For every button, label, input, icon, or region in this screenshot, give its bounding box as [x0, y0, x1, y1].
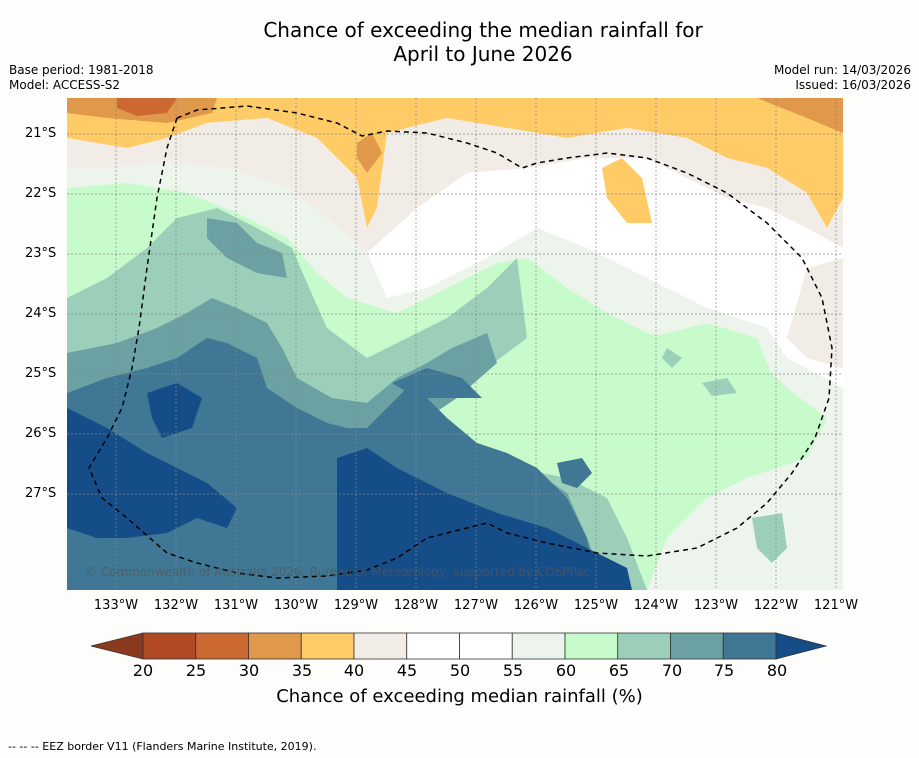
graticule — [67, 98, 843, 590]
region-30-35-spot — [357, 133, 382, 173]
lon-label-126w: 126°W — [513, 598, 559, 613]
lat-label-25s: 25°S — [25, 366, 57, 381]
lat-label-27s: 27°S — [25, 486, 57, 501]
region-25-30-north — [117, 98, 177, 116]
colorbar-segment — [406, 632, 460, 660]
region-70-75-center — [207, 218, 287, 278]
region-35-40-north — [67, 98, 843, 228]
meta-right: Model run: 14/03/2026 Issued: 16/03/2026 — [774, 63, 911, 93]
region-60-65-east — [647, 323, 777, 418]
colorbar-segment — [511, 632, 566, 660]
lon-label-122w: 122°W — [753, 598, 799, 613]
lon-label-133w: 133°W — [93, 598, 139, 613]
title-line-2: April to June 2026 — [393, 42, 573, 66]
colorbar-tick-70: 70 — [661, 661, 683, 680]
region-65-70-east — [662, 348, 787, 563]
region-40-45-band — [67, 118, 843, 253]
lat-label-24s: 24°S — [25, 306, 57, 321]
colorbar-arrow-low — [90, 632, 144, 660]
colorbar-segment — [670, 632, 724, 660]
colorbar-segment — [459, 632, 513, 660]
lat-label-21s: 21°S — [25, 126, 57, 141]
meta-left: Base period: 1981-2018 Model: ACCESS-S2 — [9, 63, 154, 93]
colorbar-tick-40: 40 — [343, 661, 365, 680]
base-period: Base period: 1981-2018 — [9, 63, 154, 77]
region-75-80-center — [392, 368, 592, 488]
lon-label-125w: 125°W — [573, 598, 619, 613]
region-40-45-east — [787, 258, 843, 368]
colorbar-segment — [353, 632, 408, 660]
map-area — [67, 98, 843, 590]
lon-label-127w: 127°W — [453, 598, 499, 613]
colorbar-tick-20: 20 — [132, 661, 154, 680]
colorbar-tick-30: 30 — [238, 661, 260, 680]
colorbar-segment — [722, 632, 777, 660]
lat-label-22s: 22°S — [25, 186, 57, 201]
colorbar-arrow-high — [775, 632, 828, 660]
title-line-1: Chance of exceeding the median rainfall … — [263, 18, 703, 42]
lat-label-26s: 26°S — [25, 426, 57, 441]
colorbar-segment — [300, 632, 355, 660]
colorbar-tick-60: 60 — [555, 661, 577, 680]
colorbar — [90, 632, 828, 660]
eez-legend: -- -- -- EEZ border V11 (Flanders Marine… — [8, 740, 317, 753]
colorbar-segment — [142, 632, 197, 660]
colorbar-tick-65: 65 — [608, 661, 630, 680]
region-above-80 — [67, 383, 632, 590]
colorbar-segment — [248, 632, 302, 660]
colorbar-tick-45: 45 — [396, 661, 418, 680]
colorbar-tick-75: 75 — [713, 661, 735, 680]
model-name: Model: ACCESS-S2 — [9, 78, 121, 92]
map-credit: © Commonwealth of Australia 2026, Bureau… — [85, 565, 591, 579]
issued-date: Issued: 16/03/2026 — [795, 78, 911, 92]
lon-label-129w: 129°W — [333, 598, 379, 613]
lon-label-121w: 121°W — [813, 598, 859, 613]
lon-label-131w: 131°W — [213, 598, 259, 613]
colorbar-segment — [564, 632, 619, 660]
colorbar-tick-55: 55 — [502, 661, 524, 680]
lon-label-124w: 124°W — [633, 598, 679, 613]
model-run: Model run: 14/03/2026 — [773, 63, 911, 77]
colorbar-label: Chance of exceeding median rainfall (%) — [276, 686, 643, 707]
colorbar-segment — [195, 632, 249, 660]
colorbar-tick-25: 25 — [185, 661, 207, 680]
map-title: Chance of exceeding the median rainfall … — [0, 18, 919, 66]
colorbar-tick-35: 35 — [291, 661, 313, 680]
region-35-40-spot — [602, 158, 652, 223]
colorbar-tick-80: 80 — [766, 661, 788, 680]
eez-border — [88, 105, 833, 579]
lat-label-23s: 23°S — [25, 246, 57, 261]
lon-label-123w: 123°W — [693, 598, 739, 613]
lon-label-128w: 128°W — [393, 598, 439, 613]
colorbar-tick-50: 50 — [449, 661, 471, 680]
lon-label-130w: 130°W — [273, 598, 319, 613]
lon-label-132w: 132°W — [153, 598, 199, 613]
rainfall-map — [67, 98, 843, 590]
colorbar-segment — [617, 632, 671, 660]
